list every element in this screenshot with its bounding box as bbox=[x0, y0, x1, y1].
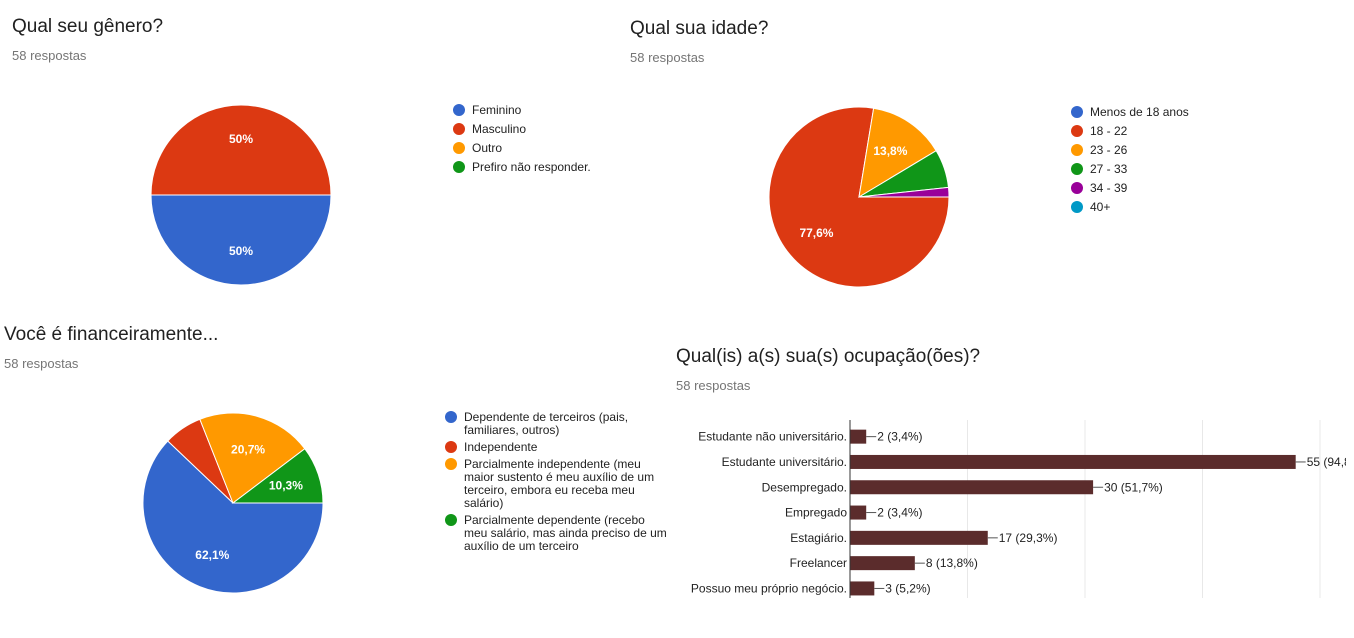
occupation-category-label: Estudante não universitário. bbox=[698, 430, 847, 444]
finance-legend-item-independente: Independente bbox=[445, 441, 670, 454]
age-legend-item-27-33: 27 - 33 bbox=[1071, 163, 1231, 176]
occupation-gridlines bbox=[967, 420, 1321, 598]
occupation-value-label: 8 (13,8%) bbox=[926, 556, 978, 570]
gender-slice-feminino bbox=[150, 194, 332, 286]
occupation-bar-estudante-universitario bbox=[850, 454, 1296, 469]
finance-legend-item-dependente-de-terceiros-pais-f: Dependente de terceiros (pais, familiare… bbox=[445, 411, 670, 437]
age-pie-chart: 77,6% 13,8% bbox=[768, 106, 950, 288]
occupation-category-label: Possuo meu próprio negócio. bbox=[691, 581, 847, 595]
gender-chart-subtitle: 58 respostas bbox=[12, 48, 87, 63]
occupation-category-label: Estudante universitário. bbox=[722, 455, 847, 469]
gender-slice-label-masculino: 50% bbox=[229, 132, 253, 146]
legend-label: Independente bbox=[464, 440, 538, 454]
occupation-value-label: 30 (51,7%) bbox=[1104, 480, 1163, 494]
age-slice-34-39 bbox=[858, 186, 950, 198]
occupation-chart-subtitle: 58 respostas bbox=[676, 378, 751, 393]
finance-slice-label-dependente-de-terceiros-pais-familiares-outros: 62,1% bbox=[195, 548, 229, 562]
legend-swatch bbox=[1071, 163, 1083, 175]
finance-slice-dependente-de-terceiros-pais-familiares-outros bbox=[142, 440, 324, 594]
legend-swatch bbox=[1071, 144, 1083, 156]
legend-swatch bbox=[445, 514, 457, 526]
legend-swatch bbox=[1071, 201, 1083, 213]
legend-label: Masculino bbox=[472, 122, 527, 136]
occupation-bar-chart: Estudante não universitário. 2 (3,4%) Estu… bbox=[691, 420, 1346, 598]
occupation-value-label: 3 (5,2%) bbox=[885, 581, 930, 595]
occupation-bar-estagiario bbox=[850, 530, 988, 545]
age-legend-item-34-39: 34 - 39 bbox=[1071, 182, 1231, 195]
finance-legend-item-parcialmente-dependente-recebo: Parcialmente dependente (recebo meu salá… bbox=[445, 514, 670, 553]
occupation-category-label: Desempregado. bbox=[762, 480, 847, 494]
occupation-bar-desempregado bbox=[850, 480, 1094, 495]
occupation-category-label: Empregado bbox=[785, 506, 847, 520]
age-legend-item-18-22: 18 - 22 bbox=[1071, 125, 1231, 138]
occupation-value-label: 55 (94,8%) bbox=[1307, 455, 1346, 469]
occupation-value-label: 2 (3,4%) bbox=[877, 430, 922, 444]
age-slice-23-26 bbox=[858, 107, 937, 198]
legend-label: Outro bbox=[472, 141, 503, 155]
legend-label: 34 - 39 bbox=[1090, 181, 1128, 195]
gender-legend: Feminino Masculino Outro Prefiro não respon… bbox=[453, 104, 613, 180]
age-chart-title: Qual sua idade? bbox=[630, 18, 769, 39]
legend-label: Prefiro não responder. bbox=[472, 160, 591, 174]
legend-swatch bbox=[453, 161, 465, 173]
legend-swatch bbox=[453, 142, 465, 154]
finance-slice-label-parcialmente-independente-meu-maior-sustento-e-meu-auxilio-de-um-terceiro-embora-eu-receba-meu-salario: 20,7% bbox=[231, 442, 265, 456]
age-slice-label-18-22: 77,6% bbox=[799, 226, 833, 240]
legend-label: Parcialmente dependente (recebo meu salá… bbox=[464, 513, 667, 553]
legend-swatch bbox=[453, 123, 465, 135]
legend-swatch bbox=[445, 411, 457, 423]
occupation-bar-estudante-nao-universitario bbox=[850, 429, 867, 444]
finance-chart-title: Você é financeiramente... bbox=[4, 324, 219, 345]
legend-swatch bbox=[1071, 125, 1083, 137]
occupation-chart-title: Qual(is) a(s) sua(s) ocupação(ões)? bbox=[676, 346, 981, 367]
legend-label: Parcialmente independente (meu maior sus… bbox=[464, 457, 655, 510]
finance-slice-label-parcialmente-dependente-recebo-meu-salario-mas-ainda-preciso-de-um-auxilio-de-um-terceiro: 10,3% bbox=[269, 478, 303, 492]
gender-slice-masculino bbox=[150, 104, 332, 196]
age-legend-item-40: 40+ bbox=[1071, 201, 1231, 214]
gender-legend-item-feminino: Feminino bbox=[453, 104, 613, 117]
legend-label: 27 - 33 bbox=[1090, 162, 1128, 176]
finance-pie-chart: 62,1% 20,7% 10,3% bbox=[142, 412, 324, 594]
legend-label: 23 - 26 bbox=[1090, 143, 1128, 157]
finance-slice-parcialmente-independente-meu-maior-sustento-e-meu-auxilio-de-um-terceiro-embora-eu-receba-meu-salario bbox=[199, 412, 306, 504]
occupation-bar-possuo-meu-proprio-negocio bbox=[850, 581, 875, 596]
finance-slice-parcialmente-dependente-recebo-meu-salario-mas-ainda-preciso-de-um-auxilio-de-um-terceiro bbox=[231, 448, 324, 504]
age-chart-subtitle: 58 respostas bbox=[630, 50, 705, 65]
legend-label: 40+ bbox=[1090, 200, 1111, 214]
legend-label: Dependente de terceiros (pais, familiare… bbox=[464, 410, 629, 437]
legend-swatch bbox=[1071, 106, 1083, 118]
finance-legend: Dependente de terceiros (pais, familiare… bbox=[445, 411, 670, 557]
age-legend-item-23-26: 23 - 26 bbox=[1071, 144, 1231, 157]
occupation-value-label: 17 (29,3%) bbox=[999, 531, 1058, 545]
age-legend: Menos de 18 anos 18 - 22 23 - 26 27 - 33 34 … bbox=[1071, 106, 1231, 220]
gender-legend-item-prefiro-nao-responder: Prefiro não responder. bbox=[453, 161, 613, 174]
finance-legend-item-parcialmente-independente-meu-: Parcialmente independente (meu maior sus… bbox=[445, 458, 670, 510]
age-slice-label-23-26: 13,8% bbox=[873, 144, 907, 158]
legend-swatch bbox=[445, 458, 457, 470]
legend-swatch bbox=[1071, 182, 1083, 194]
gender-chart-title: Qual seu gênero? bbox=[12, 16, 164, 37]
gender-pie-chart: 50% 50% bbox=[150, 104, 332, 286]
legend-label: Feminino bbox=[472, 103, 522, 117]
occupation-value-label: 2 (3,4%) bbox=[877, 506, 922, 520]
finance-chart-subtitle: 58 respostas bbox=[4, 356, 79, 371]
legend-label: 18 - 22 bbox=[1090, 124, 1128, 138]
age-legend-item-menos-de-18-anos: Menos de 18 anos bbox=[1071, 106, 1231, 119]
gender-legend-item-outro: Outro bbox=[453, 142, 613, 155]
occupation-bar-empregado bbox=[850, 505, 867, 520]
gender-legend-item-masculino: Masculino bbox=[453, 123, 613, 136]
gender-slice-label-feminino: 50% bbox=[229, 244, 253, 258]
occupation-category-label: Estagiário. bbox=[790, 531, 847, 545]
legend-swatch bbox=[453, 104, 465, 116]
occupation-category-label: Freelancer bbox=[790, 556, 847, 570]
legend-label: Menos de 18 anos bbox=[1090, 105, 1189, 119]
occupation-bar-freelancer bbox=[850, 556, 915, 571]
legend-swatch bbox=[445, 441, 457, 453]
